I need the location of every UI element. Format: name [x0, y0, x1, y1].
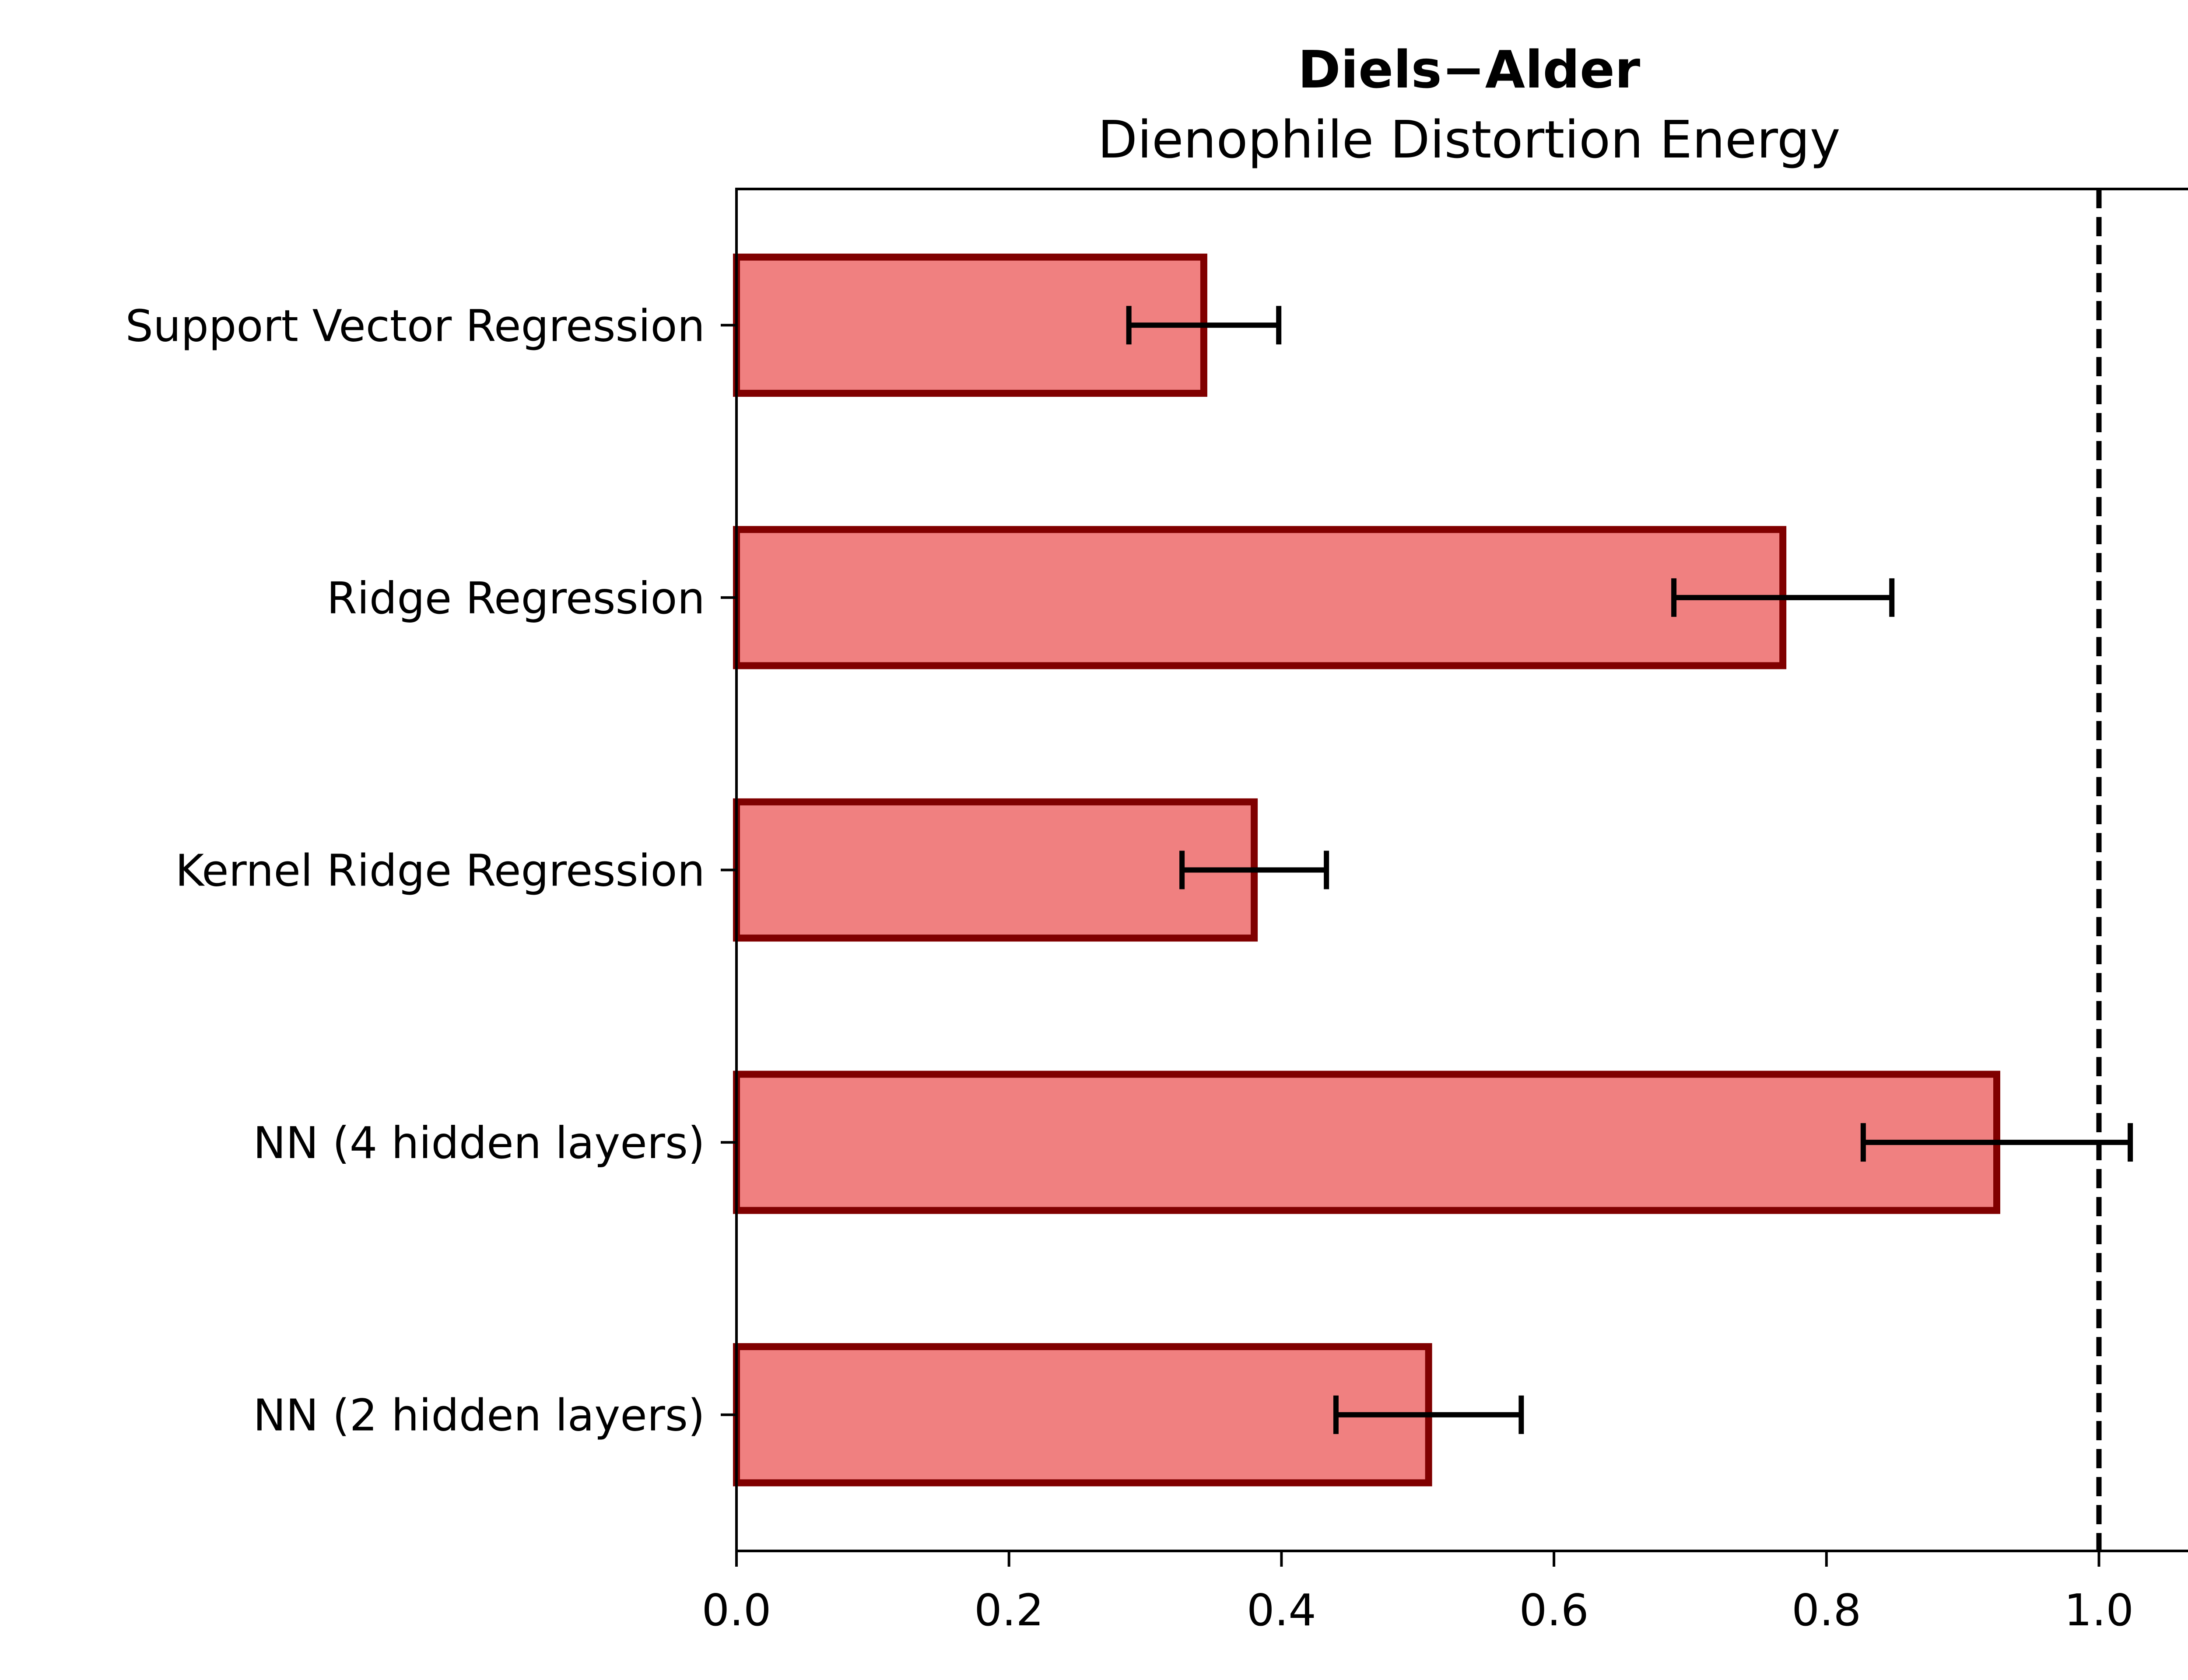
x-tick-label: 1.0 [2064, 1585, 2134, 1636]
chart-title: Diels−Alder [1298, 39, 1640, 100]
error-bars-layer [1126, 306, 2133, 1434]
x-axis: 0.0 0.2 0.4 0.6 0.8 1.0 [701, 1551, 2134, 1636]
y-tick-label: NN (2 hidden layers) [253, 1390, 705, 1441]
y-tick-label: Ridge Regression [326, 573, 705, 624]
x-tick-label: 0.0 [701, 1585, 771, 1636]
x-tick-label: 0.6 [1519, 1585, 1589, 1636]
bar [733, 526, 1787, 669]
y-tick-label: Support Vector Regression [125, 300, 705, 351]
y-tick-label: NN (4 hidden layers) [253, 1117, 705, 1169]
bar [733, 798, 1258, 942]
x-tick-label: 0.4 [1247, 1585, 1316, 1636]
bars-layer [733, 253, 2000, 1487]
y-tick-label: Kernel Ridge Regression [175, 845, 705, 896]
y-axis: Support Vector Regression Ridge Regressio… [125, 300, 736, 1441]
x-tick-label: 0.8 [1792, 1585, 1861, 1636]
bar [733, 1343, 1432, 1487]
chart-subtitle: Dienophile Distortion Energy [1098, 109, 1840, 170]
bar [733, 1071, 2000, 1214]
x-tick-label: 0.2 [974, 1585, 1044, 1636]
